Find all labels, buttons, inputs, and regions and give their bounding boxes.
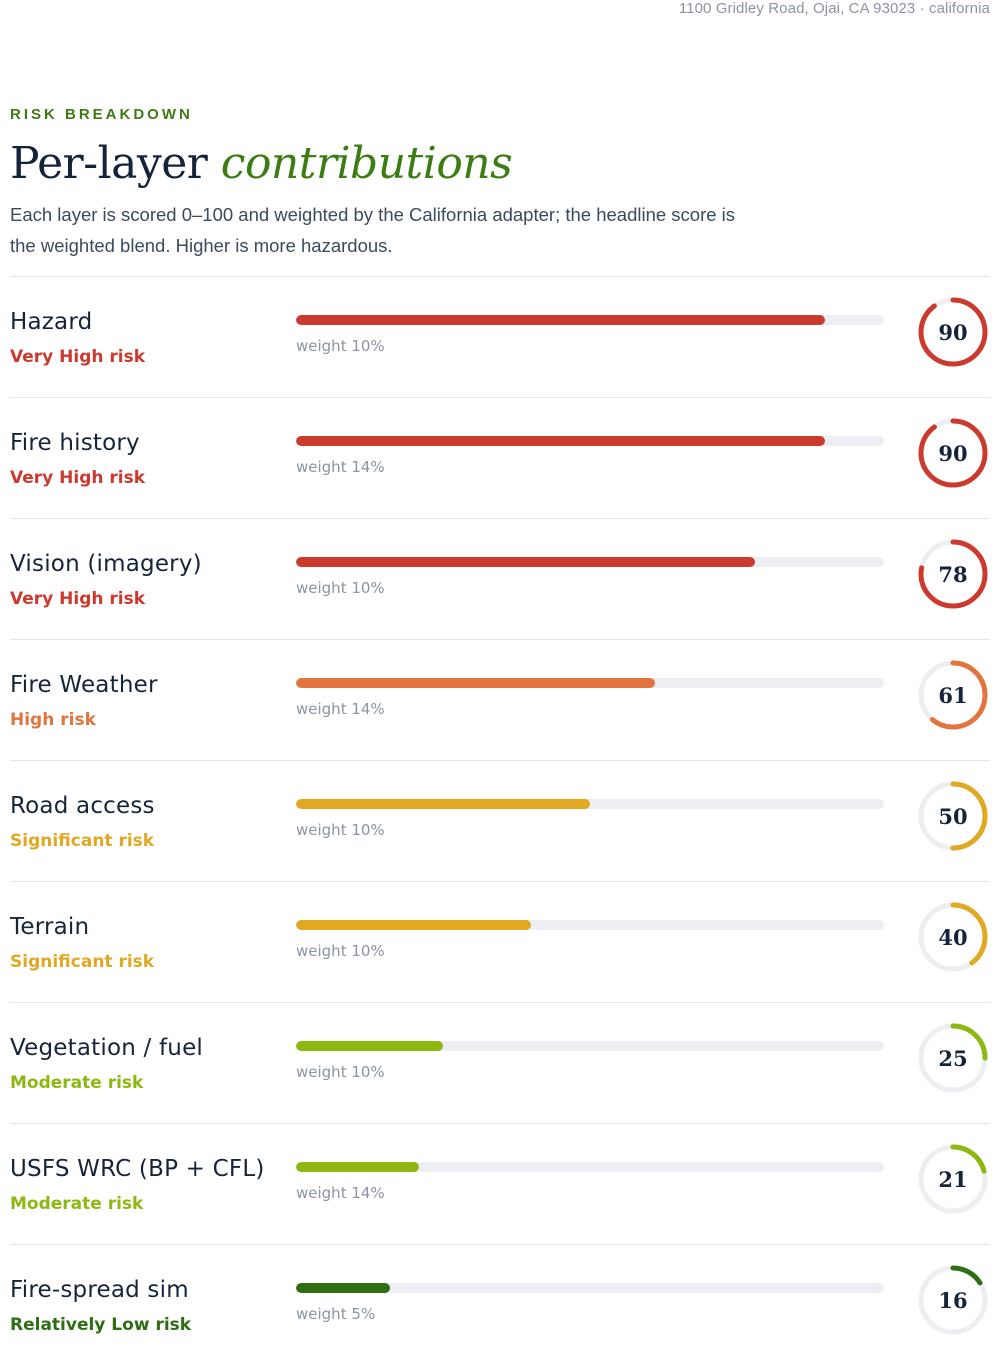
- score-ring: 78: [916, 537, 990, 611]
- layer-row: Road access Significant risk weight 10% …: [10, 761, 990, 882]
- layer-name: Vegetation / fuel: [10, 1035, 204, 1061]
- score-bar-track: [296, 1283, 884, 1293]
- risk-label: Relatively Low risk: [10, 1315, 192, 1335]
- score-value: 25: [938, 1045, 968, 1071]
- score-bar-fill: [296, 557, 755, 567]
- layer-name: Fire-spread sim: [10, 1277, 189, 1303]
- title-plain: Per-layer: [10, 138, 221, 189]
- section-title: Per-layer contributions: [10, 135, 990, 193]
- score-ring: 61: [916, 658, 990, 732]
- layer-row: Terrain Significant risk weight 10% 40: [10, 882, 990, 1003]
- risk-label: Moderate risk: [10, 1194, 144, 1214]
- risk-label: Significant risk: [10, 952, 155, 972]
- score-bar-fill: [296, 1041, 443, 1051]
- score-bar-track: [296, 557, 884, 567]
- score-ring-graphic: [918, 902, 988, 972]
- score-ring-arc: [918, 1023, 988, 1093]
- layer-row: Fire Weather High risk weight 14% 61: [10, 640, 990, 761]
- layer-weight: weight 10%: [296, 337, 385, 355]
- score-bar-fill: [296, 1162, 420, 1172]
- score-ring: 25: [916, 1021, 990, 1095]
- layer-weight: weight 5%: [296, 1305, 376, 1323]
- layer-name: Road access: [10, 793, 155, 819]
- score-ring-graphic: [918, 1023, 988, 1093]
- risk-label: High risk: [10, 710, 96, 730]
- score-ring-arc: [918, 902, 988, 972]
- score-bar-track: [296, 1162, 884, 1172]
- layer-name: Vision (imagery): [10, 551, 202, 577]
- layer-row: Fire-spread sim Relatively Low risk weig…: [10, 1245, 990, 1365]
- layer-row: USFS WRC (BP + CFL) Moderate risk weight…: [10, 1124, 990, 1245]
- score-value: 90: [938, 319, 968, 345]
- layer-list: Hazard Very High risk weight 10% 90 Fire…: [10, 277, 990, 1365]
- layer-weight: weight 14%: [296, 458, 385, 476]
- score-ring: 90: [916, 416, 990, 490]
- score-ring-arc: [918, 781, 988, 851]
- property-address: 1100 Gridley Road, Ojai, CA 93023 · cali…: [678, 0, 990, 17]
- score-bar-track: [296, 1041, 884, 1051]
- layer-row: Hazard Very High risk weight 10% 90: [10, 277, 990, 398]
- layer-weight: weight 14%: [296, 700, 385, 718]
- layer-name: Fire Weather: [10, 672, 158, 698]
- layer-row: Fire history Very High risk weight 14% 9…: [10, 398, 990, 519]
- score-bar-fill: [296, 799, 590, 809]
- score-ring: 50: [916, 779, 990, 853]
- score-ring: 90: [916, 295, 990, 369]
- layer-weight: weight 10%: [296, 821, 385, 839]
- risk-label: Moderate risk: [10, 1073, 144, 1093]
- score-bar-track: [296, 436, 884, 446]
- score-bar-fill: [296, 436, 826, 446]
- score-value: 21: [938, 1166, 968, 1192]
- score-ring-graphic: [918, 1265, 988, 1335]
- risk-label: Very High risk: [10, 468, 146, 488]
- score-bar-fill: [296, 920, 532, 930]
- score-ring-graphic: [918, 418, 988, 488]
- risk-label: Significant risk: [10, 831, 155, 851]
- score-bar-fill: [296, 315, 826, 325]
- section-subtitle: Each layer is scored 0–100 and weighted …: [10, 204, 736, 256]
- title-accent: contributions: [220, 138, 513, 189]
- score-value: 61: [938, 682, 968, 708]
- score-bar-fill: [296, 1283, 391, 1293]
- score-value: 78: [938, 561, 968, 587]
- score-ring-graphic: [918, 660, 988, 730]
- score-ring-graphic: [918, 539, 988, 609]
- layer-weight: weight 10%: [296, 942, 385, 960]
- layer-name: Fire history: [10, 430, 140, 456]
- score-ring-arc: [918, 1144, 988, 1214]
- score-value: 16: [938, 1287, 968, 1313]
- score-ring: 16: [916, 1263, 990, 1337]
- layer-name: Terrain: [10, 914, 90, 940]
- layer-name: USFS WRC (BP + CFL): [10, 1156, 265, 1182]
- score-bar-track: [296, 799, 884, 809]
- score-ring-arc: [918, 539, 988, 609]
- layer-name: Hazard: [10, 309, 93, 335]
- divider: [10, 276, 990, 277]
- risk-label: Very High risk: [10, 347, 146, 367]
- score-value: 40: [938, 924, 968, 950]
- layer-row: Vision (imagery) Very High risk weight 1…: [10, 519, 990, 640]
- score-value: 90: [938, 440, 968, 466]
- score-ring-arc: [918, 1265, 988, 1335]
- layer-weight: weight 14%: [296, 1184, 385, 1202]
- layer-weight: weight 10%: [296, 1063, 385, 1081]
- score-bar-track: [296, 678, 884, 688]
- score-bar-track: [296, 920, 884, 930]
- score-bar-track: [296, 315, 884, 325]
- layer-weight: weight 10%: [296, 579, 385, 597]
- score-value: 50: [938, 803, 968, 829]
- score-ring: 40: [916, 900, 990, 974]
- section-eyebrow: RISK BREAKDOWN: [10, 106, 193, 123]
- score-ring-graphic: [918, 1144, 988, 1214]
- risk-breakdown-header: RISK BREAKDOWN Per-layer contributions E…: [10, 106, 990, 261]
- score-ring-graphic: [918, 781, 988, 851]
- score-ring-arc: [918, 660, 988, 730]
- risk-label: Very High risk: [10, 589, 146, 609]
- score-ring-graphic: [918, 297, 988, 367]
- score-ring-arc: [918, 418, 988, 488]
- score-ring: 21: [916, 1142, 990, 1216]
- score-bar-fill: [296, 678, 655, 688]
- layer-row: Vegetation / fuel Moderate risk weight 1…: [10, 1003, 990, 1124]
- score-ring-arc: [918, 297, 988, 367]
